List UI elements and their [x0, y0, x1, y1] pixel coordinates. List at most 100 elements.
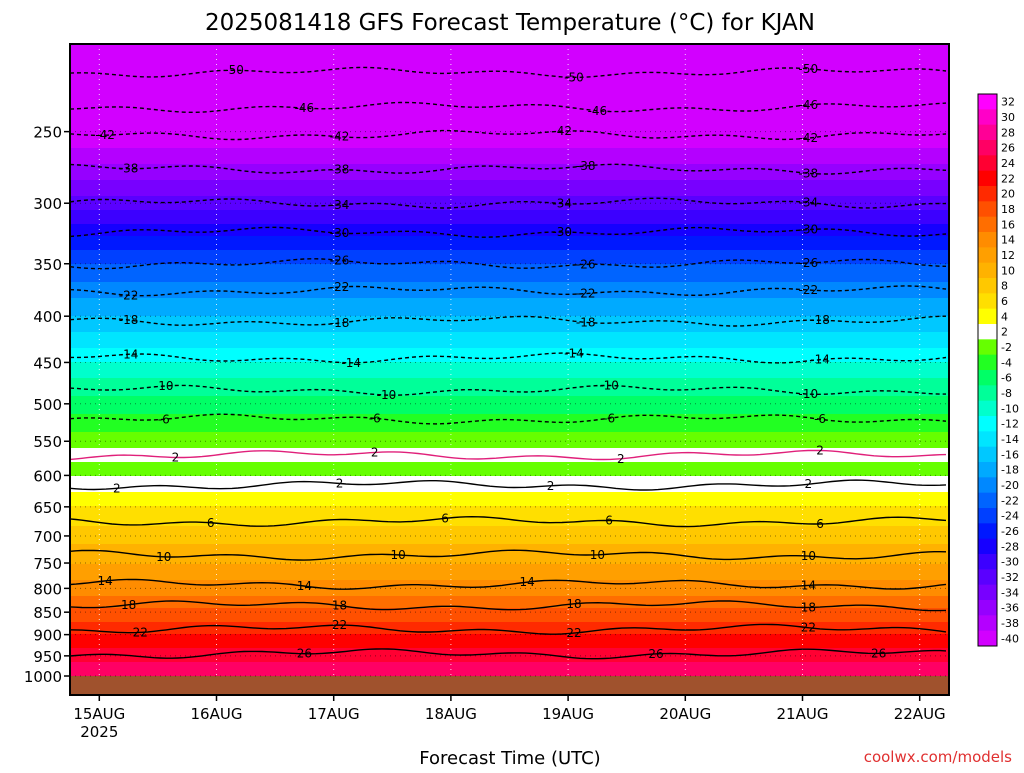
temp-band [70, 240, 949, 243]
temp-band [70, 374, 949, 377]
temp-band [70, 44, 949, 47]
temp-band [70, 412, 949, 415]
temp-band [70, 334, 949, 337]
contour-label: -38 [330, 163, 350, 177]
colorbar-cell [978, 508, 997, 524]
temp-band [70, 100, 949, 103]
temp-band [70, 332, 949, 335]
contour-label: 2 [805, 477, 813, 491]
temp-band [70, 186, 949, 189]
colorbar-label: 2 [1001, 326, 1008, 339]
contour-line [70, 549, 947, 561]
temp-band [70, 490, 949, 493]
temp-band [70, 510, 949, 513]
temp-band [70, 134, 949, 137]
temp-band [70, 308, 949, 311]
temp-band [70, 522, 949, 525]
temp-band [70, 256, 949, 259]
temp-band [70, 520, 949, 523]
colorbar-label: 16 [1001, 218, 1015, 231]
temp-band [70, 548, 949, 551]
temp-band [70, 132, 949, 135]
contour-label: -38 [119, 162, 139, 176]
contour-label: -34 [552, 196, 572, 210]
colorbar: 32 30 28 26 24 22 20 18 16 14 12 10 8 6 4 2 -2 -4 -6 -8 -10 -… [977, 93, 1019, 647]
contour-label: -26 [330, 253, 350, 267]
temp-band [70, 470, 949, 473]
temp-band [70, 378, 949, 381]
temp-band [70, 426, 949, 429]
temp-band [70, 342, 949, 345]
y-tick-label: 750 [33, 555, 62, 573]
colorbar-label: -32 [1001, 571, 1019, 584]
contour-label: 22 [332, 618, 347, 632]
y-tick-label: 1000 [24, 668, 62, 686]
temp-band [70, 294, 949, 297]
temp-band [70, 524, 949, 527]
temp-band [70, 354, 949, 357]
temp-band [70, 414, 949, 417]
temp-band [70, 622, 949, 625]
temp-band [70, 396, 949, 399]
temp-band [70, 668, 949, 671]
x-tick-label: 17AUG [308, 705, 360, 723]
temp-band [70, 540, 949, 543]
temp-band [70, 526, 949, 529]
contour-label: 2 [816, 443, 824, 457]
temp-band [70, 162, 949, 165]
colorbar-label: 10 [1001, 264, 1015, 277]
contour-label: 6 [441, 511, 449, 525]
colorbar-label: -24 [1001, 510, 1019, 523]
temp-band [70, 580, 949, 583]
temp-band [70, 586, 949, 589]
temp-band [70, 666, 949, 669]
x-axis-label: Forecast Time (UTC) [419, 748, 600, 768]
colorbar-label: -12 [1001, 418, 1019, 431]
colorbar-label: -26 [1001, 525, 1019, 538]
temp-band [70, 648, 949, 651]
temp-band [70, 198, 949, 201]
colorbar-label: -36 [1001, 602, 1019, 615]
contour-label: -18 [810, 313, 830, 327]
colorbar-cell [978, 554, 997, 570]
y-tick-label: 700 [33, 528, 62, 546]
temp-band [70, 408, 949, 411]
y-tick-label: 450 [33, 354, 62, 372]
contour-label: -14 [564, 346, 584, 360]
colorbar-cell [978, 630, 997, 647]
temp-band [70, 304, 949, 307]
y-tick-label: 550 [33, 433, 62, 451]
contour-label: -30 [552, 225, 572, 239]
temp-band [70, 632, 949, 635]
temp-band [70, 400, 949, 403]
temp-band [70, 556, 949, 559]
temp-band [70, 264, 949, 267]
temp-band [70, 444, 949, 447]
temp-band [70, 606, 949, 609]
temp-band [70, 324, 949, 327]
y-tick-label: 650 [33, 499, 62, 517]
temp-band [70, 634, 949, 637]
temp-band [70, 360, 949, 363]
colorbar-cell [978, 370, 997, 386]
temp-band [70, 252, 949, 255]
temp-band [70, 492, 949, 495]
y-tick-label: 800 [33, 580, 62, 598]
temp-band [70, 78, 949, 81]
contour-label: -14 [341, 356, 361, 370]
temp-band [70, 290, 949, 293]
temp-band [70, 642, 949, 645]
temp-band [70, 112, 949, 115]
temp-band [70, 346, 949, 349]
contour-label: 18 [801, 600, 816, 614]
colorbar-frame [977, 93, 998, 647]
temp-band [70, 152, 949, 155]
contour-label: -42 [799, 131, 819, 145]
temp-band [70, 58, 949, 61]
temp-band [70, 102, 949, 105]
temp-band [70, 230, 949, 233]
colorbar-label: 30 [1001, 111, 1015, 124]
temp-band [70, 398, 949, 401]
temp-band [70, 584, 949, 587]
temp-band [70, 238, 949, 241]
